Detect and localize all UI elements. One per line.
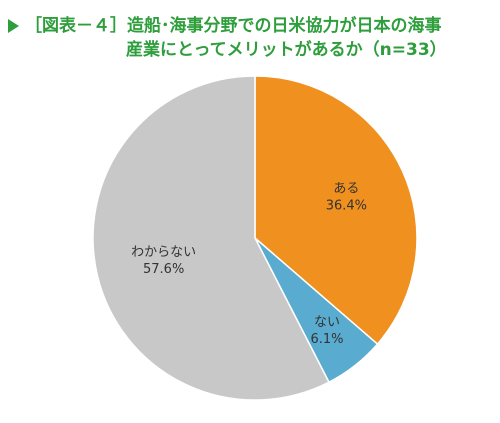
slice-value-label-1: 6.1% bbox=[310, 332, 343, 347]
slice-value-label-0: 36.4% bbox=[326, 198, 367, 213]
title-triangle-icon bbox=[8, 19, 19, 33]
chart-title-line1: ［図表－４］造船･海事分野での日米協力が日本の海事 bbox=[25, 16, 442, 36]
pie-slice-0 bbox=[254, 75, 418, 346]
chart-title-line2: 産業にとってメリットがあるか（n=33） bbox=[126, 40, 447, 60]
slice-label-1: ない bbox=[314, 315, 340, 330]
slice-label-0: ある bbox=[333, 181, 359, 196]
slice-label-2: わからない bbox=[131, 245, 196, 260]
slice-value-label-2: 57.6% bbox=[143, 262, 184, 277]
pie-slice-2 bbox=[92, 75, 330, 401]
chart-title: ［図表－４］造船･海事分野での日米協力が日本の海事 産業にとってメリットがあるか… bbox=[8, 14, 492, 62]
